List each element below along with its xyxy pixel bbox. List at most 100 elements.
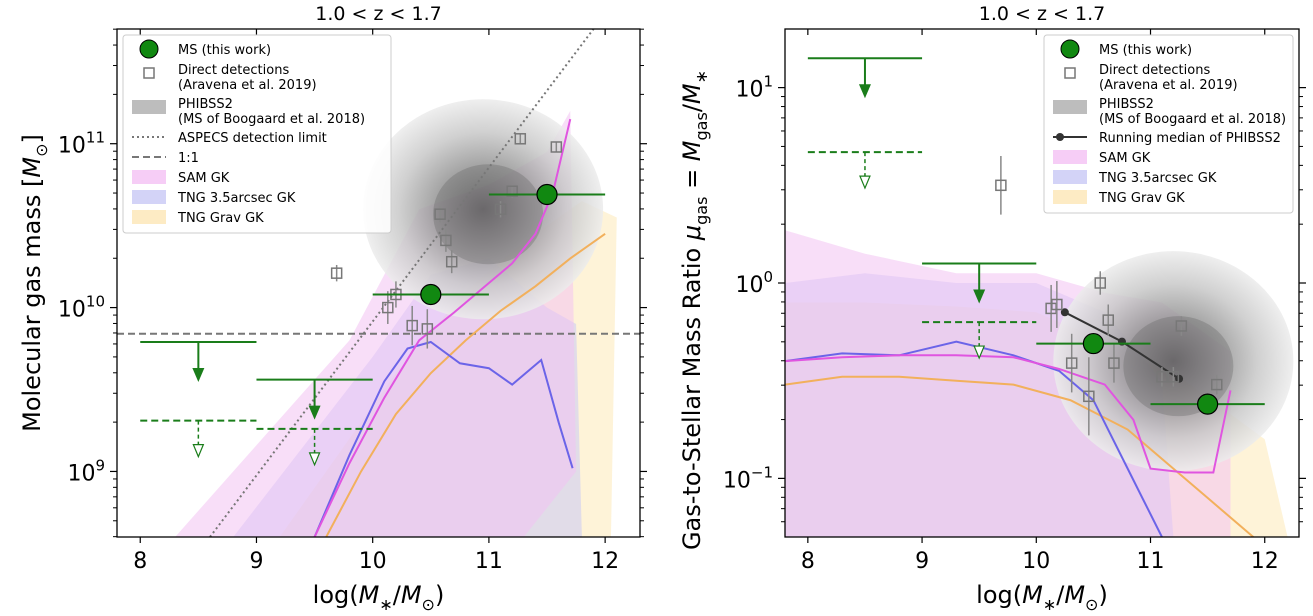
legend-label-2: (MS of Boogaard et al. 2018) [1099,112,1286,127]
legend-ms-marker [139,39,159,59]
legend-label-2: (MS of Boogaard et al. 2018) [178,112,365,127]
y-axis-label-right: Gas-to-Stellar Mass Ratio μgas = Mgas/M∗ [678,70,711,550]
legend-running-dot [1056,133,1064,141]
direct-detection-point [434,208,446,220]
x-tick-label: 10 [1022,549,1050,574]
direct-detection-point [1156,371,1168,383]
direct-detection-point [995,179,1007,192]
y-tick-label: 109 [67,456,105,486]
tng-35arcsec-median [785,340,1163,537]
legend-ms-marker [1060,39,1080,59]
ms-point [1082,332,1105,355]
legend-label-2: (Aravena et al. 2019) [178,78,317,93]
legend-label: ASPECS detection limit [178,131,327,146]
legend-label: TNG Grav GK [1098,191,1185,206]
running-median-point [1060,308,1069,317]
direct-detection-point [1167,371,1180,383]
aspecs-detection-limit [209,29,595,537]
direct-detection-point [440,234,452,247]
x-axis-label: log(M∗/M⊙) [313,581,445,612]
y-tick-label: 10−1 [723,463,773,493]
direct-detection-point [1211,378,1223,391]
direct-detection-point [1083,390,1095,403]
legend-tnggrav-marker [1053,190,1087,204]
legend: MS (this work) Direct detections(Aravena … [122,34,392,234]
legend-phibss-marker [132,100,166,114]
y-tick-label: 1011 [58,129,105,159]
ms-point [536,183,558,206]
x-axis-label: log(M∗/M⊙) [976,581,1108,612]
legend-label: Direct detections [1099,63,1210,78]
direct-detection-point [421,323,434,335]
direct-detection-point [382,301,394,314]
x-tick-label: 12 [1251,549,1279,574]
direct-detection-point [514,133,527,145]
legend-tnggrav-marker [132,210,166,224]
phibss2-core [433,164,544,265]
sam-median [785,354,1232,474]
tng-grav-median [785,375,1254,537]
legend-direct-marker [143,67,155,79]
tng-grav-median [325,233,606,537]
legend-label: Running median of PHIBSS2 [1099,131,1281,146]
legend-phibss-marker [1053,100,1087,114]
x-tick-label: 11 [1137,549,1165,574]
y-tick-label: 1010 [58,293,105,323]
x-tick-label: 10 [359,549,387,574]
x-tick-label: 8 [801,549,815,574]
direct-detection-point [550,141,563,153]
phibss2-density [1053,251,1294,472]
direct-detection-point [1108,357,1120,369]
tng-35arcsec-median [313,340,574,537]
plot-area [117,29,640,537]
legend-label: MS (this work) [178,43,271,58]
panel-title: 1.0 < z < 1.7 [315,3,441,25]
ms-point [1197,393,1219,415]
direct-detection-point [1102,314,1114,326]
direct-detection-point [445,255,458,268]
upper-limit-arrow [308,405,321,420]
legend-label: Direct detections [178,63,289,78]
direct-detection-point [1175,320,1188,332]
upper-limit-dashed-arrow [192,444,205,459]
legend-direct-marker [1064,67,1076,79]
panel-title: 1.0 < z < 1.7 [979,3,1105,25]
upper-limit-arrow [192,367,205,382]
legend-label: PHIBSS2 [1099,97,1154,112]
x-tick-label: 11 [475,549,503,574]
legend-label: SAM GK [1099,151,1151,166]
direct-detection-point [506,185,518,197]
upper-limit-arrow [973,289,986,304]
direct-detection-point [494,203,507,216]
x-tick-label: 12 [591,549,619,574]
plot-area [785,57,1294,537]
upper-limit-dashed-arrow [973,345,986,360]
ms-point [420,283,442,306]
legend-box [122,34,392,234]
legend-label: MS (this work) [1099,43,1192,58]
axes-frame [116,28,641,538]
x-tick-label: 9 [915,549,929,574]
direct-detection-point [1051,298,1063,311]
y-axis-label-left: Molecular gas mass [M⊙] [18,134,51,432]
direct-detection-point [330,267,343,279]
legend-label: TNG 3.5arcsec GK [1098,171,1217,186]
x-tick-label: 8 [133,549,147,574]
legend-box [1043,34,1294,214]
legend-tng35-marker [132,190,166,204]
y-tick-label: 100 [735,268,773,298]
y-tick-label: 101 [735,73,773,103]
legend-label: TNG 3.5arcsec GK [177,191,296,206]
x-tick-label: 9 [249,549,263,574]
legend-label: 1:1 [178,151,199,166]
panel-gas-to-stellar-ratio: 8 9 10 11 12 10−1 100 101 1.0 < z < 1.7 log(M∗/M⊙… [723,3,1306,614]
legend-sam-marker [132,170,166,184]
legend: MS (this work) Direct detections(Aravena … [1043,34,1294,214]
upper-limit-arrow [858,84,871,99]
direct-detection-point [406,319,418,332]
upper-limit-dashed-arrow [859,175,871,190]
legend-label: PHIBSS2 [178,97,233,112]
legend-sam-marker [1053,150,1087,164]
